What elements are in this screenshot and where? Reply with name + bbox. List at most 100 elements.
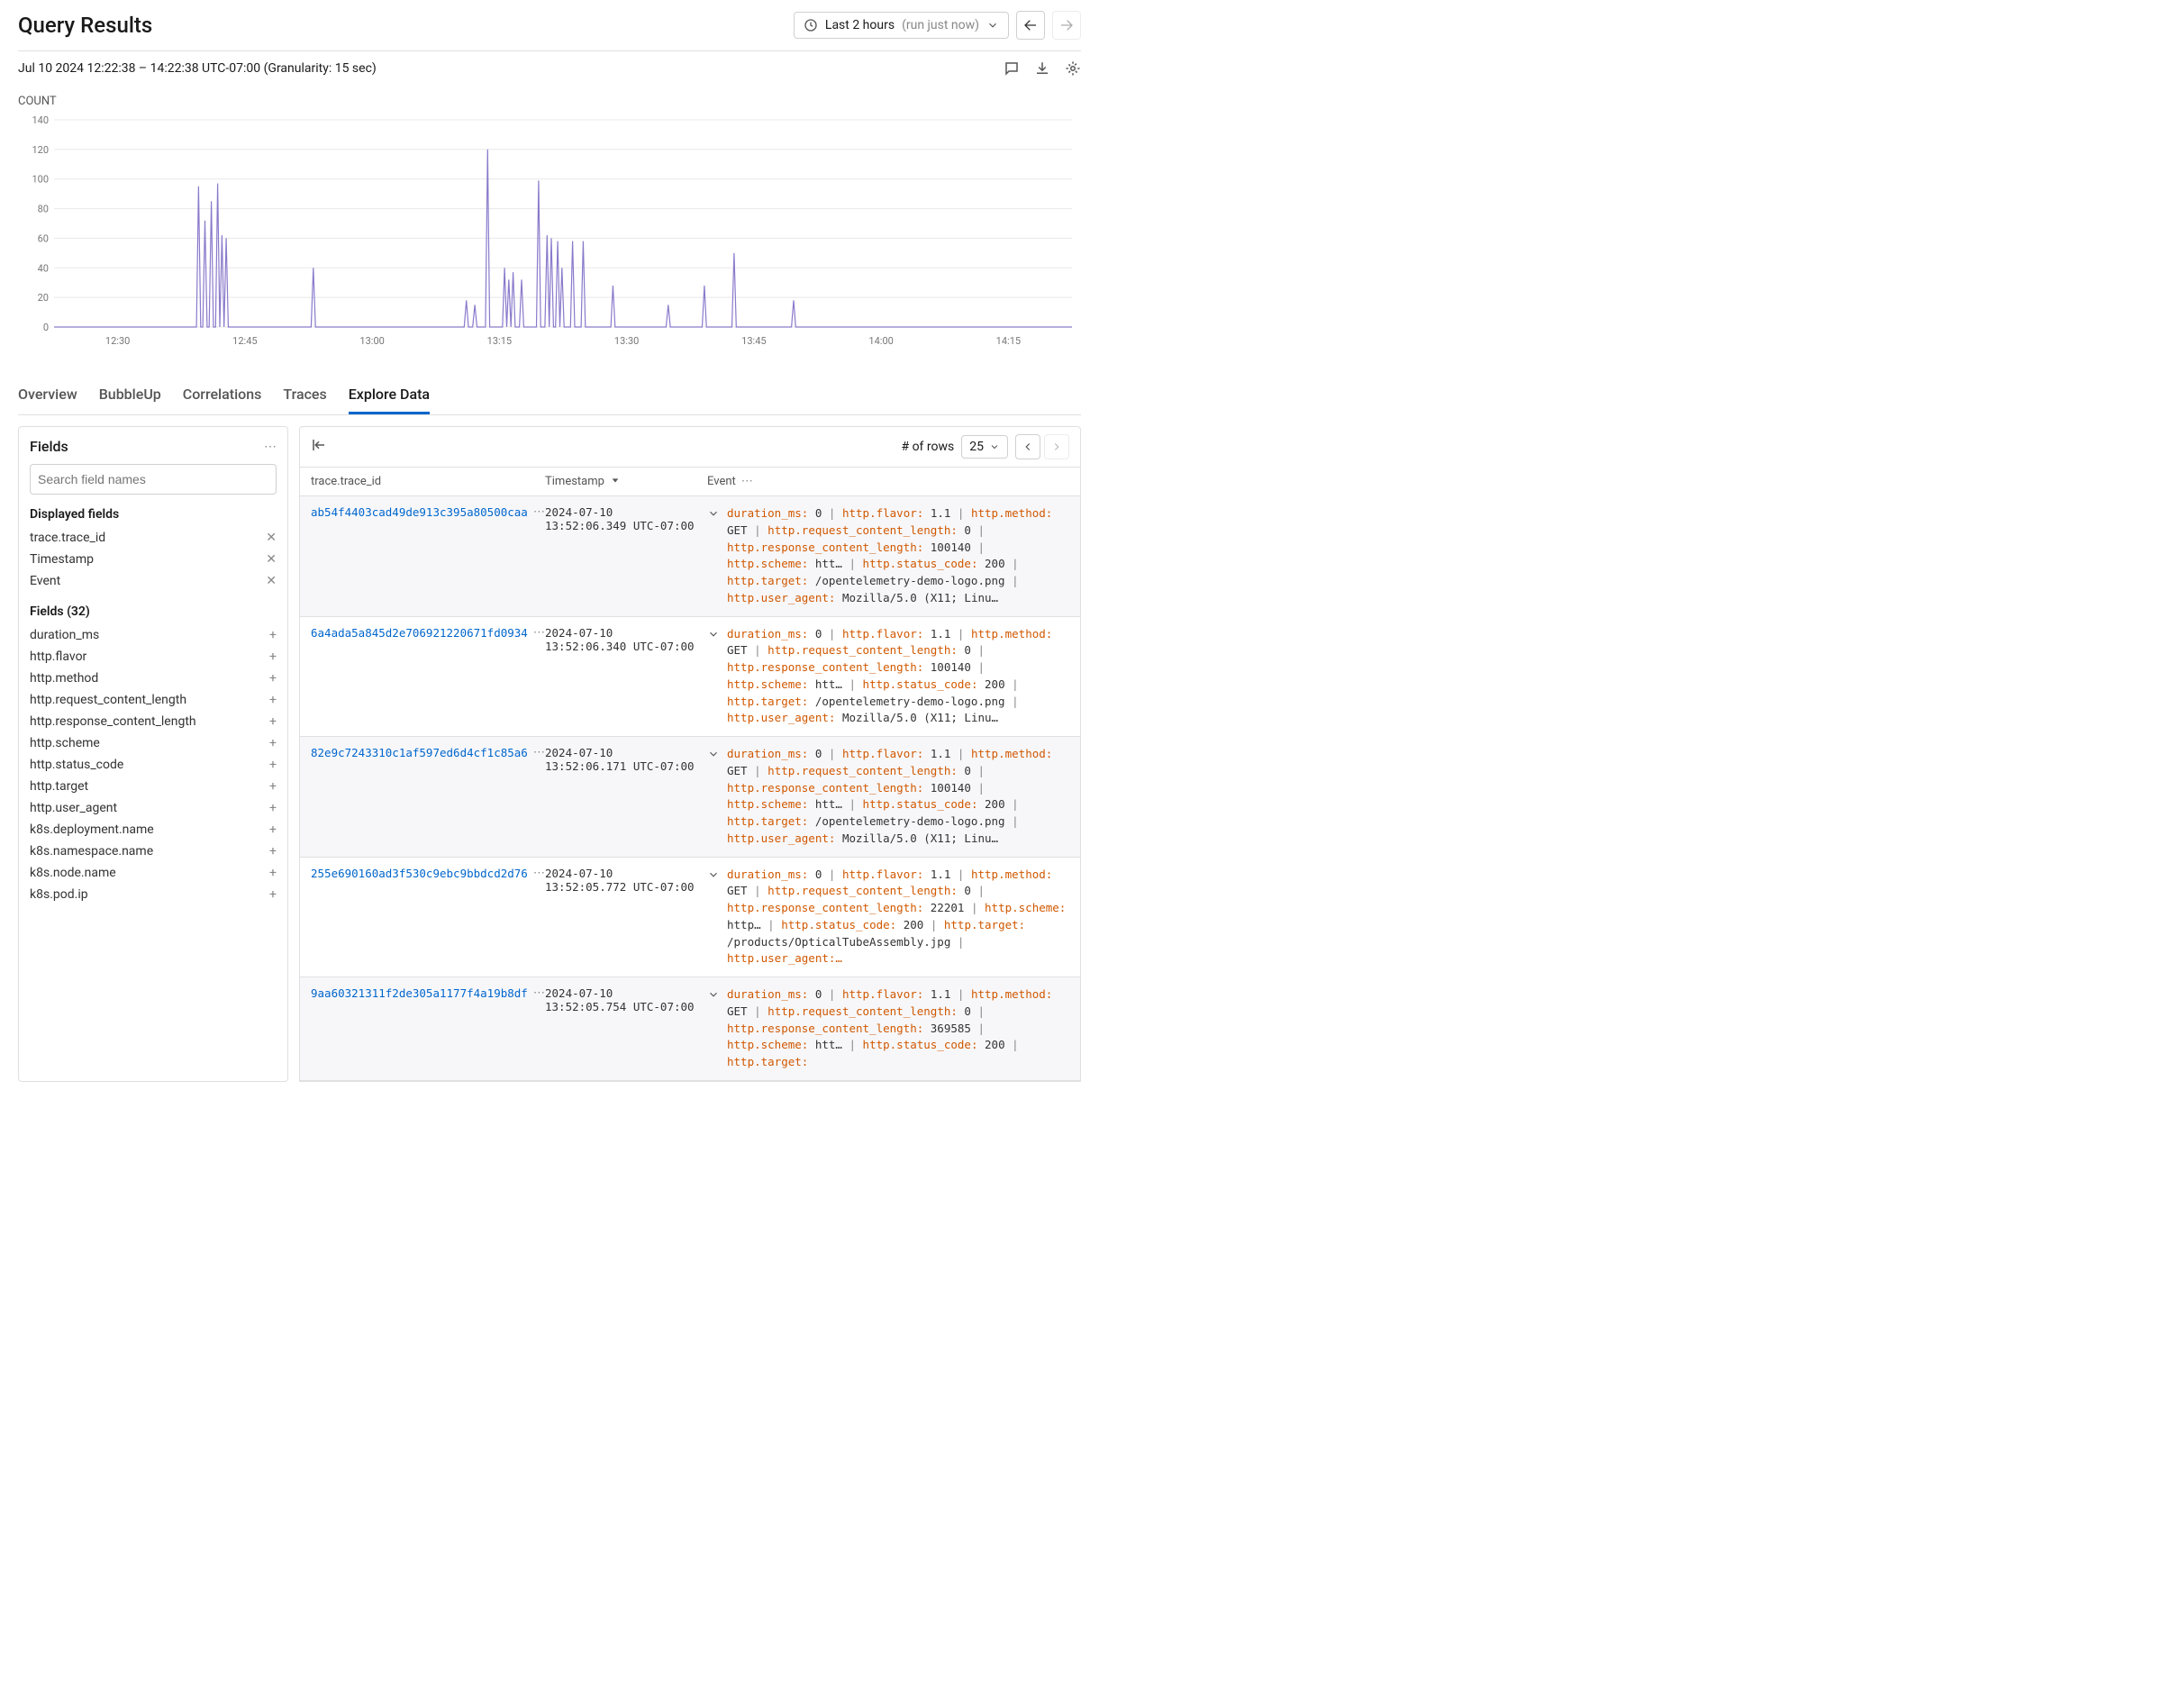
add-field-icon[interactable]: +: [269, 801, 277, 815]
field-name: Timestamp: [30, 552, 94, 567]
remove-field-icon[interactable]: ✕: [266, 574, 277, 588]
field-name: k8s.deployment.name: [30, 822, 154, 837]
timestamp-cell: 2024-07-1013:52:06.349 UTC-07:00: [545, 505, 707, 607]
expand-row-icon[interactable]: [707, 628, 720, 646]
field[interactable]: duration_ms+: [30, 624, 277, 646]
field[interactable]: k8s.node.name +: [30, 862, 277, 884]
displayed-fields-label: Displayed fields: [30, 507, 277, 522]
add-field-icon[interactable]: +: [269, 628, 277, 642]
download-icon[interactable]: [1034, 60, 1050, 77]
tab-explore-data[interactable]: Explore Data: [349, 377, 430, 414]
add-field-icon[interactable]: +: [269, 844, 277, 859]
displayed-field[interactable]: trace.trace_id ✕: [30, 527, 277, 549]
svg-text:13:00: 13:00: [359, 335, 384, 347]
svg-text:80: 80: [38, 204, 49, 215]
field[interactable]: http.request_content_length+: [30, 689, 277, 711]
table-row: 9aa60321311f2de305a1177f4a19b8df⋯2024-07…: [300, 977, 1080, 1081]
expand-row-icon[interactable]: [707, 988, 720, 1006]
tab-overview[interactable]: Overview: [18, 377, 77, 414]
tab-traces[interactable]: Traces: [283, 377, 326, 414]
field[interactable]: k8s.pod.ip+: [30, 884, 277, 905]
field[interactable]: k8s.deployment.name +: [30, 819, 277, 840]
field-name: trace.trace_id: [30, 531, 105, 545]
add-field-icon[interactable]: +: [269, 671, 277, 686]
field[interactable]: http.response_content_length +: [30, 711, 277, 732]
field-name: Event: [30, 574, 60, 588]
chevron-right-icon: [1050, 441, 1063, 453]
collapse-sidebar-button[interactable]: [311, 437, 327, 457]
svg-text:14:15: 14:15: [996, 335, 1021, 347]
field[interactable]: http.target +: [30, 776, 277, 797]
row-menu-icon[interactable]: ⋯: [533, 986, 545, 1000]
add-field-icon[interactable]: +: [269, 693, 277, 707]
search-input[interactable]: [30, 464, 277, 495]
add-field-icon[interactable]: +: [269, 736, 277, 750]
trace-id-link[interactable]: 82e9c7243310c1af597ed6d4cf1c85a6: [311, 746, 528, 759]
chevron-down-icon: [986, 19, 999, 32]
svg-text:13:30: 13:30: [614, 335, 639, 347]
add-field-icon[interactable]: +: [269, 779, 277, 794]
trace-id-link[interactable]: 6a4ada5a845d2e706921220671fd0934: [311, 626, 528, 640]
row-menu-icon[interactable]: ⋯: [533, 867, 545, 880]
field[interactable]: http.status_code+: [30, 754, 277, 776]
arrow-left-icon: [1023, 18, 1038, 32]
field[interactable]: k8s.namespace.name +: [30, 840, 277, 862]
fields-panel: Fields ⋯ Displayed fields trace.trace_id…: [18, 426, 288, 1082]
tab-bubbleup[interactable]: BubbleUp: [99, 377, 161, 414]
expand-row-icon[interactable]: [707, 748, 720, 766]
field[interactable]: http.method+: [30, 668, 277, 689]
add-field-icon[interactable]: +: [269, 714, 277, 729]
prev-page-button[interactable]: [1015, 434, 1040, 459]
remove-field-icon[interactable]: ✕: [266, 531, 277, 545]
add-field-icon[interactable]: +: [269, 822, 277, 837]
trace-id-link[interactable]: 255e690160ad3f530c9ebc9bbdcd2d76: [311, 867, 528, 880]
clock-icon: [804, 18, 818, 32]
chart-title: COUNT: [18, 95, 1081, 108]
expand-row-icon[interactable]: [707, 507, 720, 525]
add-field-icon[interactable]: +: [269, 650, 277, 664]
field[interactable]: http.flavor+: [30, 646, 277, 668]
trace-id-link[interactable]: ab54f4403cad49de913c395a80500caa: [311, 505, 528, 519]
add-field-icon[interactable]: +: [269, 866, 277, 880]
event-menu-icon[interactable]: ⋯: [741, 475, 753, 488]
count-chart[interactable]: 02040608010012014012:3012:4513:0013:1513…: [18, 115, 1081, 350]
svg-text:12:30: 12:30: [105, 335, 130, 347]
svg-text:12:45: 12:45: [232, 335, 257, 347]
gear-icon[interactable]: [1065, 60, 1081, 77]
col-timestamp[interactable]: Timestamp: [545, 475, 707, 488]
field-name: http.response_content_length: [30, 714, 196, 729]
fields-menu-icon[interactable]: ⋯: [264, 440, 277, 454]
col-trace-id[interactable]: trace.trace_id: [311, 475, 545, 488]
time-range-picker[interactable]: Last 2 hours (run just now): [794, 12, 1009, 39]
field-name: http.user_agent: [30, 801, 117, 815]
field-name: http.target: [30, 779, 88, 794]
timestamp-cell: 2024-07-1013:52:06.171 UTC-07:00: [545, 746, 707, 848]
field[interactable]: http.user_agent +: [30, 797, 277, 819]
expand-row-icon[interactable]: [707, 868, 720, 886]
row-menu-icon[interactable]: ⋯: [533, 505, 545, 519]
row-menu-icon[interactable]: ⋯: [533, 626, 545, 640]
trace-id-link[interactable]: 9aa60321311f2de305a1177f4a19b8df: [311, 986, 528, 1000]
comment-icon[interactable]: [1004, 60, 1020, 77]
field[interactable]: http.scheme+: [30, 732, 277, 754]
add-field-icon[interactable]: +: [269, 758, 277, 772]
add-field-icon[interactable]: +: [269, 887, 277, 902]
field-name: k8s.node.name: [30, 866, 116, 880]
table-row: ab54f4403cad49de913c395a80500caa ⋯2024-07…: [300, 496, 1080, 617]
page-title: Query Results: [18, 13, 152, 38]
time-range-sub: (run just now): [902, 18, 979, 32]
displayed-field[interactable]: Event ✕: [30, 570, 277, 592]
tab-correlations[interactable]: Correlations: [183, 377, 262, 414]
forward-button: [1052, 11, 1081, 40]
displayed-field[interactable]: Timestamp ✕: [30, 549, 277, 570]
timestamp-cell: 2024-07-1013:52:06.340 UTC-07:00: [545, 626, 707, 728]
rows-select[interactable]: 25: [961, 435, 1008, 459]
row-menu-icon[interactable]: ⋯: [533, 746, 545, 759]
svg-text:120: 120: [32, 144, 49, 156]
remove-field-icon[interactable]: ✕: [266, 552, 277, 567]
svg-text:0: 0: [43, 322, 49, 333]
back-button[interactable]: [1016, 11, 1045, 40]
query-timestamp: Jul 10 2024 12:22:38 – 14:22:38 UTC-07:0…: [18, 61, 377, 76]
field-name: k8s.namespace.name: [30, 844, 153, 859]
col-event[interactable]: Event ⋯: [707, 475, 1069, 488]
